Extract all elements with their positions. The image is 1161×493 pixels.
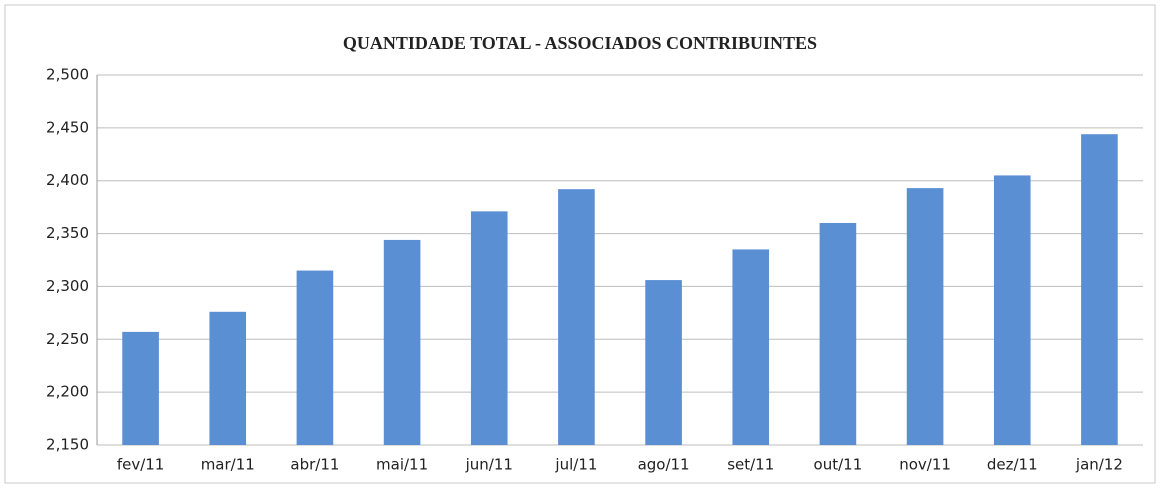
chart-title: QUANTIDADE TOTAL - ASSOCIADOS CONTRIBUIN…	[343, 33, 817, 53]
x-tick-label: jan/12	[1075, 456, 1123, 474]
y-tick-label: 2,150	[46, 436, 89, 454]
x-tick-label: mar/11	[201, 456, 255, 474]
bar	[906, 188, 944, 445]
bar	[296, 270, 334, 445]
x-tick-label: ago/11	[638, 456, 690, 474]
y-tick-label: 2,200	[46, 383, 89, 401]
bar	[209, 311, 247, 445]
x-tick-label: jun/11	[465, 456, 513, 474]
y-tick-label: 2,250	[46, 330, 89, 348]
x-tick-label: out/11	[814, 456, 863, 474]
y-tick-label: 2,500	[46, 66, 89, 84]
bar	[122, 331, 159, 445]
x-tick-label: nov/11	[899, 456, 951, 474]
x-tick-label: dez/11	[987, 456, 1038, 474]
y-tick-label: 2,300	[46, 277, 89, 295]
x-tick-label: fev/11	[117, 456, 165, 474]
bar	[819, 223, 857, 445]
y-tick-label: 2,400	[46, 171, 89, 189]
bar	[1081, 134, 1118, 445]
bar	[732, 249, 770, 445]
y-tick-label: 2,450	[46, 118, 89, 136]
x-tick-label: abr/11	[290, 456, 339, 474]
bar	[993, 175, 1031, 445]
bar	[558, 189, 595, 445]
y-tick-label: 2,350	[46, 224, 89, 242]
x-tick-label: mai/11	[376, 456, 428, 474]
x-tick-label: set/11	[727, 456, 774, 474]
bar	[383, 239, 421, 445]
bar	[470, 211, 508, 445]
x-tick-label: jul/11	[554, 456, 597, 474]
bar	[645, 280, 682, 445]
